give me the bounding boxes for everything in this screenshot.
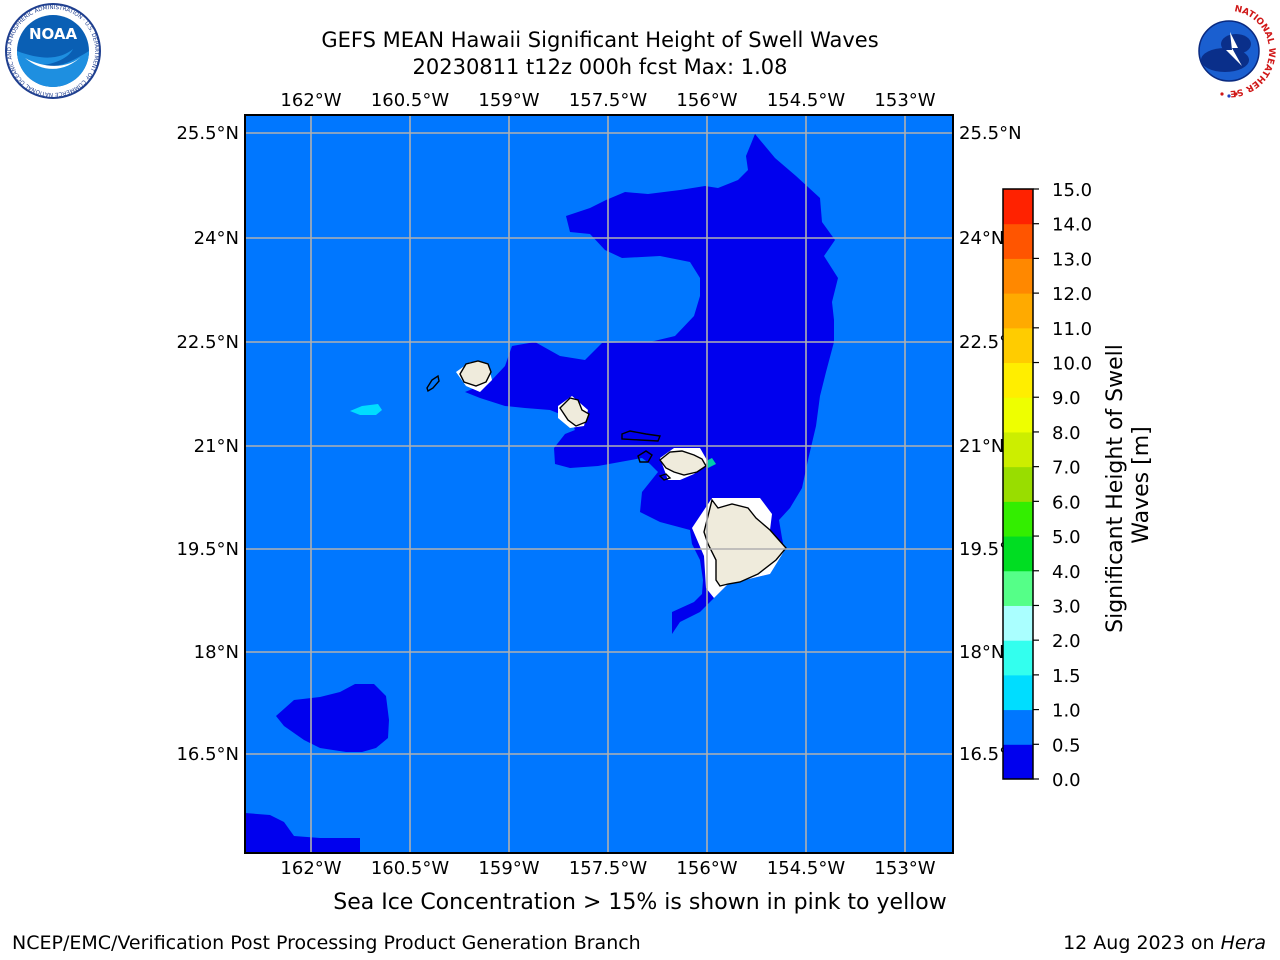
- colorbar-bin: [1003, 466, 1033, 502]
- colorbar-bin: [1003, 223, 1033, 259]
- lat-label: 16.5°N: [176, 744, 239, 765]
- colorbar-tick-label: 6.0: [1052, 492, 1081, 513]
- colorbar: 0.0 0.5 1.0 1.5 2.0 3.0 4.0 5.0 6.0 7.0 8.0 9.0 10.0…: [1002, 180, 1092, 791]
- colorbar-bin: [1003, 327, 1033, 364]
- colorbar-bin: [1003, 605, 1033, 641]
- island-kahoolawe: [658, 473, 672, 481]
- lat-label: 18°N: [959, 642, 1004, 663]
- colorbar-tick-label: 13.0: [1052, 249, 1092, 270]
- lon-label: 160.5°W: [371, 90, 450, 111]
- footer-branch: NCEP/EMC/Verification Post Processing Pr…: [12, 932, 641, 954]
- colorbar-bin: [1003, 674, 1033, 711]
- colorbar-bin: [1003, 362, 1033, 398]
- lon-labels-top: 162°W 160.5°W 159°W 157.5°W 156°W 154.5°…: [280, 90, 935, 111]
- colorbar-label: Significant Height of Swell Waves [m]: [1103, 337, 1154, 633]
- colorbar-tick-label: 1.0: [1052, 701, 1081, 722]
- footer-date: 12 Aug 2023 on Hera: [1063, 932, 1266, 954]
- lat-label: 21°N: [959, 436, 1004, 457]
- lon-label: 153°W: [874, 858, 935, 879]
- colorbar-bin: [1003, 709, 1033, 745]
- lon-labels-bottom: 162°W 160.5°W 159°W 157.5°W 156°W 154.5°…: [280, 858, 935, 879]
- colorbar-bin: [1003, 640, 1033, 676]
- island-maui: [659, 450, 707, 476]
- island-molokai: [621, 430, 661, 442]
- lon-label: 154.5°W: [767, 90, 846, 111]
- lat-label: 25.5°N: [959, 123, 1022, 144]
- colorbar-tick-label: 5.0: [1052, 527, 1081, 548]
- swell-contour-bottomleft: [245, 813, 360, 853]
- lon-label: 156°W: [676, 90, 737, 111]
- lon-label: 157.5°W: [569, 90, 648, 111]
- colorbar-bin: [1003, 501, 1033, 537]
- colorbar-bin: [1003, 570, 1033, 606]
- lon-label: 157.5°W: [569, 858, 648, 879]
- colorbar-tick-label: 0.5: [1052, 735, 1081, 756]
- colorbar-bin: [1003, 258, 1033, 294]
- colorbar-tick-label: 7.0: [1052, 458, 1081, 479]
- colorbar-tick-label: 2.0: [1052, 631, 1081, 652]
- footer-host: Hera: [1220, 932, 1266, 954]
- colorbar-bin: [1003, 431, 1033, 468]
- swell-contour-cyan: [350, 404, 382, 415]
- island-kauai: [459, 360, 492, 387]
- island-oahu: [559, 397, 590, 427]
- colorbar-bin: [1003, 293, 1033, 329]
- colorbar-bin: [1003, 744, 1033, 780]
- lat-label: 18°N: [194, 642, 239, 663]
- map-title: GEFS MEAN Hawaii Significant Height of S…: [321, 28, 879, 52]
- colorbar-tick-label: 11.0: [1052, 319, 1092, 340]
- lat-label: 19.5°N: [176, 539, 239, 560]
- island-niihau: [426, 374, 440, 393]
- colorbar-tick-label: 8.0: [1052, 423, 1081, 444]
- lon-label: 154.5°W: [767, 858, 846, 879]
- noaa-logo-text: NOAA: [29, 25, 78, 43]
- nws-logo: NATIONAL WEATHER SERVICE: [1180, 2, 1276, 98]
- footer-date-text: 12 Aug 2023 on: [1063, 932, 1221, 954]
- lon-label: 156°W: [676, 858, 737, 879]
- colorbar-bin: [1003, 189, 1033, 225]
- lat-label: 25.5°N: [176, 123, 239, 144]
- lat-label: 22.5°N: [176, 332, 239, 353]
- sea-ice-caption: Sea Ice Concentration > 15% is shown in …: [333, 890, 947, 915]
- gridlines: [245, 115, 953, 853]
- lon-label: 153°W: [874, 90, 935, 111]
- colorbar-tick-label: 9.0: [1052, 388, 1081, 409]
- colorbar-tick-label: 3.0: [1052, 596, 1081, 617]
- lat-label: 24°N: [959, 228, 1004, 249]
- forecast-subtitle: 20230811 t12z 000h fcst Max: 1.08: [412, 55, 788, 79]
- island-lanai: [637, 450, 653, 463]
- colorbar-tick-label: 12.0: [1052, 284, 1092, 305]
- noaa-logo: NATIONAL OCEANIC AND ATMOSPHERIC ADMINIS…: [5, 3, 101, 99]
- lat-label: 21°N: [194, 436, 239, 457]
- colorbar-tick-label: 14.0: [1052, 215, 1092, 236]
- lon-label: 159°W: [478, 90, 539, 111]
- map-frame: [244, 114, 954, 854]
- colorbar-label-line1: Significant Height of Swell: [1103, 344, 1128, 633]
- islands: [426, 360, 787, 587]
- lat-label: 24°N: [194, 228, 239, 249]
- lon-label: 159°W: [478, 858, 539, 879]
- colorbar-frame: [1002, 188, 1034, 780]
- lon-label: 160.5°W: [371, 858, 450, 879]
- colorbar-tick-label: 15.0: [1052, 180, 1092, 201]
- lat-labels-left: 25.5°N 24°N 22.5°N 21°N 19.5°N 18°N 16.5…: [176, 123, 239, 765]
- colorbar-tick-label: 0.0: [1052, 770, 1081, 791]
- colorbar-tick-label: 1.5: [1052, 666, 1081, 687]
- swell-contour-southwest: [276, 684, 389, 752]
- colorbar-label-line2: Waves [m]: [1129, 426, 1154, 543]
- colorbar-tick-label: 4.0: [1052, 562, 1081, 583]
- colorbar-tick-label: 10.0: [1052, 354, 1092, 375]
- colorbar-bin: [1003, 397, 1033, 433]
- colorbar-bin: [1003, 536, 1033, 572]
- lon-label: 162°W: [280, 90, 341, 111]
- lon-label: 162°W: [280, 858, 341, 879]
